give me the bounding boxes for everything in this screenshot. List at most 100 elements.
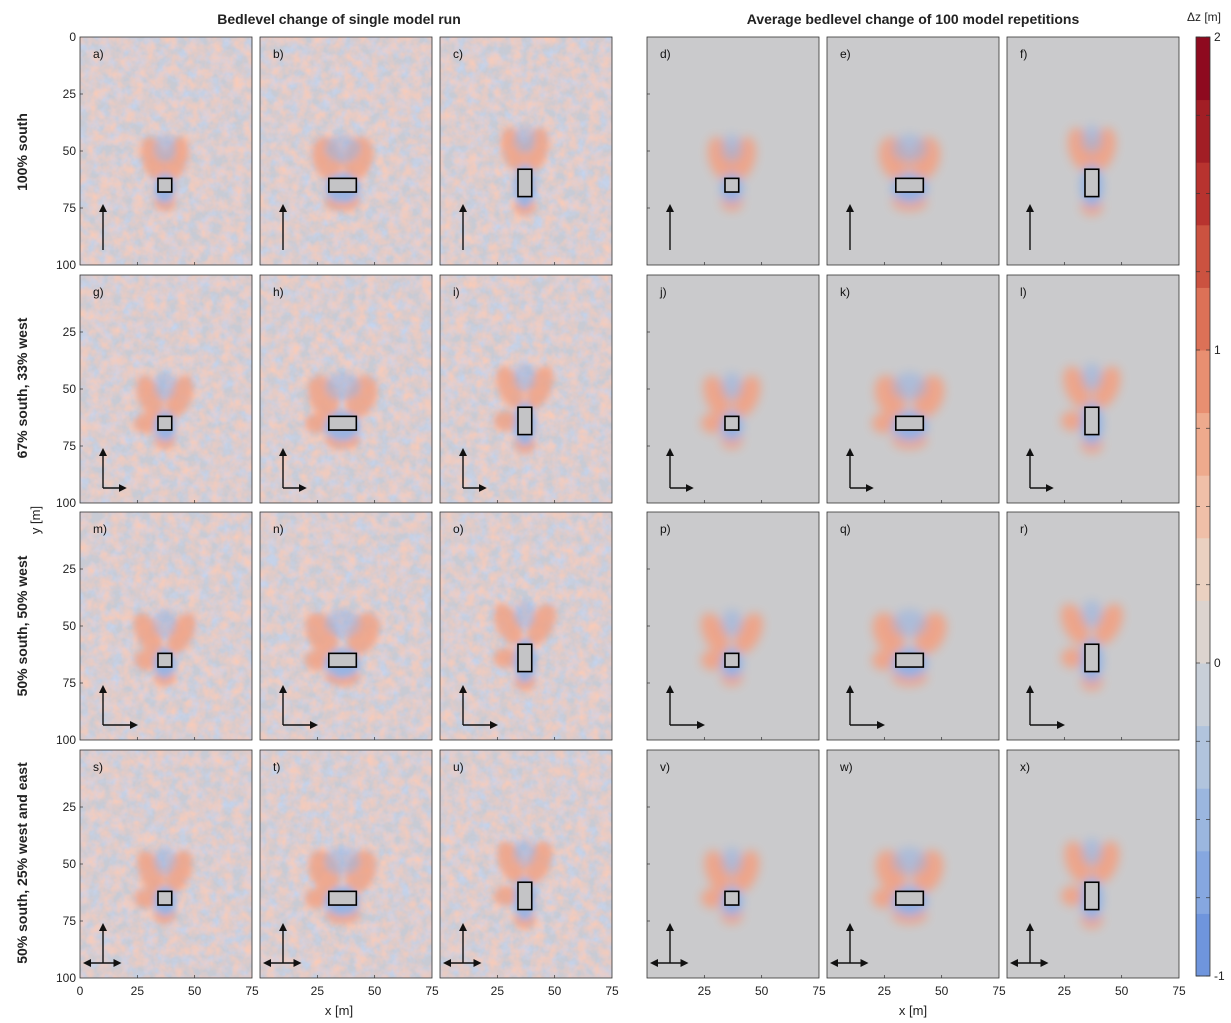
structure-box — [724, 890, 740, 906]
panel-letter: x) — [1020, 760, 1030, 774]
colorbar-segment — [1196, 600, 1210, 664]
colorbar-segment — [1196, 475, 1210, 539]
x-tick-label: 25 — [131, 984, 145, 998]
x-tick-label: 25 — [311, 984, 325, 998]
panel-frame — [826, 511, 1000, 741]
structure-box — [1084, 406, 1100, 436]
y-tick-label: 25 — [63, 800, 77, 814]
y-tick-label: 50 — [63, 144, 77, 158]
panel-j: j) — [646, 274, 820, 504]
panel-frame — [439, 511, 613, 741]
panel-v: v) — [646, 749, 820, 979]
structure-box — [157, 415, 173, 431]
x-tick-label: 75 — [1172, 984, 1186, 998]
row-label-2: 67% south, 33% west — [14, 317, 30, 458]
colorbar-tick-label: 1 — [1214, 343, 1221, 357]
panel-frame — [259, 36, 433, 266]
row-label-3: 50% south, 50% west — [14, 555, 30, 696]
structure-box — [517, 406, 533, 436]
structure-box — [327, 652, 358, 668]
panel-frame — [439, 36, 613, 266]
x-tick-label: 75 — [245, 984, 259, 998]
colorbar-tick-label: 2 — [1214, 30, 1221, 44]
x-tick-label: 75 — [992, 984, 1006, 998]
panel-x: x) — [1006, 749, 1180, 979]
structure-box — [157, 652, 173, 668]
panel-t: t) — [259, 749, 433, 979]
y-tick-label: 0 — [69, 30, 76, 44]
panel-letter: o) — [453, 522, 464, 536]
structure-box — [1084, 168, 1100, 198]
x-tick-label: 50 — [1115, 984, 1129, 998]
panel-letter: p) — [660, 522, 671, 536]
panel-letter: f) — [1020, 47, 1027, 61]
panel-k: k) — [826, 274, 1000, 504]
y-tick-label: 25 — [63, 87, 77, 101]
y-tick-label: 25 — [63, 562, 77, 576]
colorbar-tick-label: 0 — [1214, 656, 1221, 670]
colorbar-segment — [1196, 725, 1210, 789]
colorbar-segment — [1196, 224, 1210, 288]
structure-box — [327, 177, 358, 193]
x-tick-label: 50 — [548, 984, 562, 998]
panel-letter: c) — [453, 47, 463, 61]
panel-letter: k) — [840, 285, 850, 299]
y-tick-label: 75 — [63, 201, 77, 215]
panel-letter: b) — [273, 47, 284, 61]
y-tick-label: 100 — [56, 258, 76, 272]
panel-grid: a) b) c) d) e) f) g) h) i) j) k) l) m) n) o) p) q) r) s) t)… — [56, 30, 1186, 998]
structure-box — [157, 177, 173, 193]
panel-frame — [1006, 749, 1180, 979]
panel-letter: i) — [453, 285, 460, 299]
scour-pattern — [500, 125, 549, 216]
panel-frame — [826, 36, 1000, 266]
structure-box — [724, 177, 740, 193]
structure-box — [724, 415, 740, 431]
panel-m: m) — [79, 511, 253, 741]
panel-e: e) — [826, 36, 1000, 266]
x-tick-label: 75 — [812, 984, 826, 998]
y-tick-label: 50 — [63, 382, 77, 396]
colorbar-segment — [1196, 913, 1210, 977]
structure-box — [157, 890, 173, 906]
x-tick-label: 50 — [368, 984, 382, 998]
colorbar-tick-label: -1 — [1214, 969, 1225, 983]
colorbar-segment — [1196, 162, 1210, 226]
colorbar-segment — [1196, 850, 1210, 914]
panel-n: n) — [259, 511, 433, 741]
structure-box — [894, 890, 925, 906]
panel-letter: q) — [840, 522, 851, 536]
structure-box — [1084, 881, 1100, 911]
panel-letter: n) — [273, 522, 284, 536]
panel-letter: t) — [273, 760, 280, 774]
structure-box — [724, 652, 740, 668]
panel-d: d) — [646, 36, 820, 266]
panel-letter: h) — [273, 285, 284, 299]
colorbar-segment — [1196, 350, 1210, 414]
panel-frame — [439, 749, 613, 979]
x-tick-label: 75 — [605, 984, 619, 998]
panel-s: s) — [79, 749, 253, 979]
row-label-4: 50% south, 25% west and east — [14, 762, 30, 964]
panel-q: q) — [826, 511, 1000, 741]
panel-letter: s) — [93, 760, 103, 774]
scour-pattern — [140, 134, 189, 212]
y-tick-label: 75 — [63, 914, 77, 928]
y-tick-label: 75 — [63, 676, 77, 690]
colorbar-segment — [1196, 788, 1210, 852]
x-axis-label-left: x [m] — [325, 1003, 353, 1018]
x-axis-label-right: x [m] — [899, 1003, 927, 1018]
x-tick-label: 25 — [491, 984, 505, 998]
panel-b: b) — [259, 36, 433, 266]
panel-frame — [439, 274, 613, 504]
colorbar: -1 0 1 2 — [1195, 30, 1225, 983]
panel-f: f) — [1006, 36, 1180, 266]
structure-box — [517, 643, 533, 673]
x-tick-label: 25 — [1058, 984, 1072, 998]
panel-w: w) — [826, 749, 1000, 979]
y-tick-label: 100 — [56, 496, 76, 510]
y-tick-label: 25 — [63, 325, 77, 339]
row-label-1: 100% south — [14, 113, 30, 191]
panel-o: o) — [439, 511, 613, 741]
